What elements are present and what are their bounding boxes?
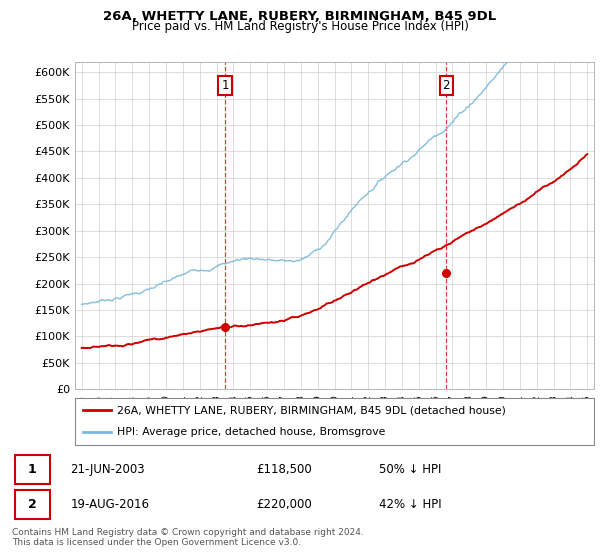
Text: 2: 2 xyxy=(442,79,450,92)
Text: £220,000: £220,000 xyxy=(256,498,312,511)
Text: Contains HM Land Registry data © Crown copyright and database right 2024.
This d: Contains HM Land Registry data © Crown c… xyxy=(12,528,364,547)
Text: 21-JUN-2003: 21-JUN-2003 xyxy=(70,463,145,476)
Text: 19-AUG-2016: 19-AUG-2016 xyxy=(70,498,149,511)
Text: 1: 1 xyxy=(28,463,37,476)
Text: 50% ↓ HPI: 50% ↓ HPI xyxy=(379,463,441,476)
FancyBboxPatch shape xyxy=(75,398,594,445)
Text: HPI: Average price, detached house, Bromsgrove: HPI: Average price, detached house, Brom… xyxy=(116,427,385,437)
Text: £118,500: £118,500 xyxy=(256,463,312,476)
Text: 26A, WHETTY LANE, RUBERY, BIRMINGHAM, B45 9DL (detached house): 26A, WHETTY LANE, RUBERY, BIRMINGHAM, B4… xyxy=(116,405,505,416)
Text: 42% ↓ HPI: 42% ↓ HPI xyxy=(379,498,441,511)
FancyBboxPatch shape xyxy=(15,490,50,519)
FancyBboxPatch shape xyxy=(15,455,50,484)
Text: 1: 1 xyxy=(221,79,229,92)
Text: 2: 2 xyxy=(28,498,37,511)
Text: 26A, WHETTY LANE, RUBERY, BIRMINGHAM, B45 9DL: 26A, WHETTY LANE, RUBERY, BIRMINGHAM, B4… xyxy=(103,10,497,23)
Text: Price paid vs. HM Land Registry's House Price Index (HPI): Price paid vs. HM Land Registry's House … xyxy=(131,20,469,32)
